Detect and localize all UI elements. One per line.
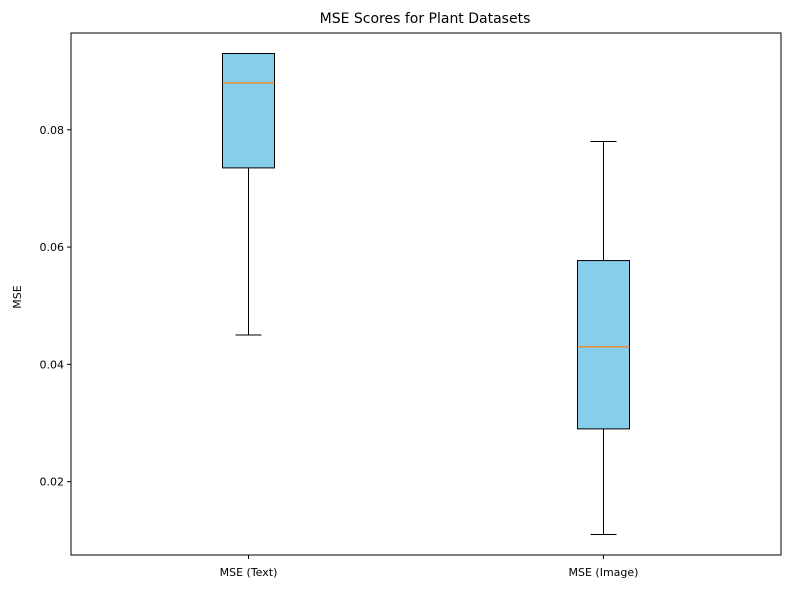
plot-frame [70, 32, 782, 556]
x-tick-label: MSE (Image) [569, 566, 639, 579]
box-body [577, 260, 630, 430]
box-body [222, 53, 275, 169]
y-tick-label: 0.02 [40, 476, 65, 489]
chart-title: MSE Scores for Plant Datasets [320, 11, 531, 27]
y-axis-label: MSE [11, 285, 24, 308]
y-tick-label: 0.08 [40, 124, 65, 137]
y-tick-label: 0.06 [40, 241, 65, 254]
y-tick-label: 0.04 [40, 358, 65, 371]
x-tick-label: MSE (Text) [220, 566, 278, 579]
plot-area: 0.02 0.04 0.06 0.08 MSE (Text) MSE (Image) [40, 32, 782, 579]
